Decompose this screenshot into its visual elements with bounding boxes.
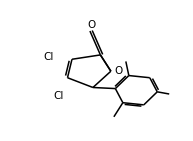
Text: O: O <box>115 66 123 76</box>
Text: Cl: Cl <box>44 52 54 62</box>
Text: Cl: Cl <box>53 91 64 101</box>
Text: O: O <box>87 20 96 30</box>
